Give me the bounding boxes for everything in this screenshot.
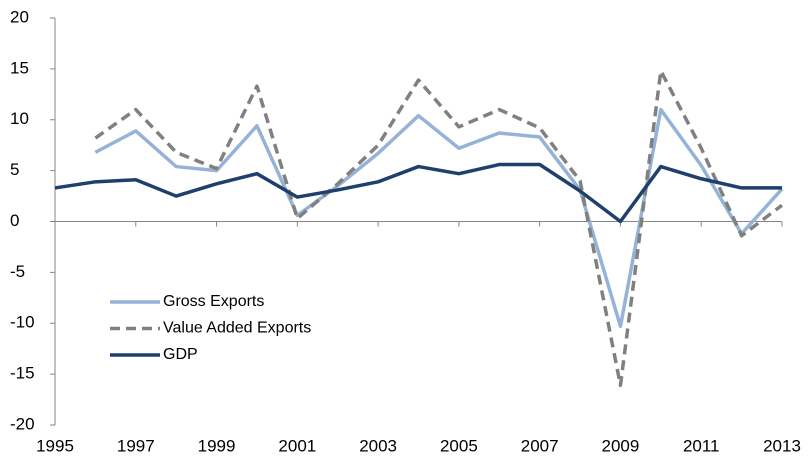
x-tick-label: 2001 (278, 436, 316, 455)
x-tick-label: 1999 (198, 436, 236, 455)
x-tick-label: 1997 (117, 436, 155, 455)
y-tick-label: -5 (10, 262, 25, 281)
x-tick-label: 2009 (602, 436, 640, 455)
legend-label: Value Added Exports (163, 320, 311, 337)
series-line (54, 162, 782, 224)
y-tick-label: 0 (10, 211, 19, 230)
x-tick-label: 1995 (36, 436, 74, 455)
series-line (94, 107, 784, 329)
x-tick-label: 2011 (683, 436, 720, 455)
series-line (94, 69, 784, 388)
y-tick-label: 20 (10, 7, 29, 26)
legend-label: GDP (163, 346, 198, 363)
y-tick-label: -20 (10, 414, 35, 433)
x-tick-label: 2007 (521, 436, 559, 455)
legend-label: Gross Exports (163, 293, 264, 310)
y-tick-label: -10 (10, 313, 35, 332)
x-tick-label: 2013 (763, 436, 801, 455)
y-tick-label: 15 (10, 58, 29, 77)
x-tick-label: 2005 (440, 436, 478, 455)
y-tick-label: -15 (10, 364, 35, 383)
x-tick-label: 2003 (359, 436, 397, 455)
y-tick-label: 10 (10, 109, 29, 128)
y-tick-label: 5 (10, 160, 19, 179)
